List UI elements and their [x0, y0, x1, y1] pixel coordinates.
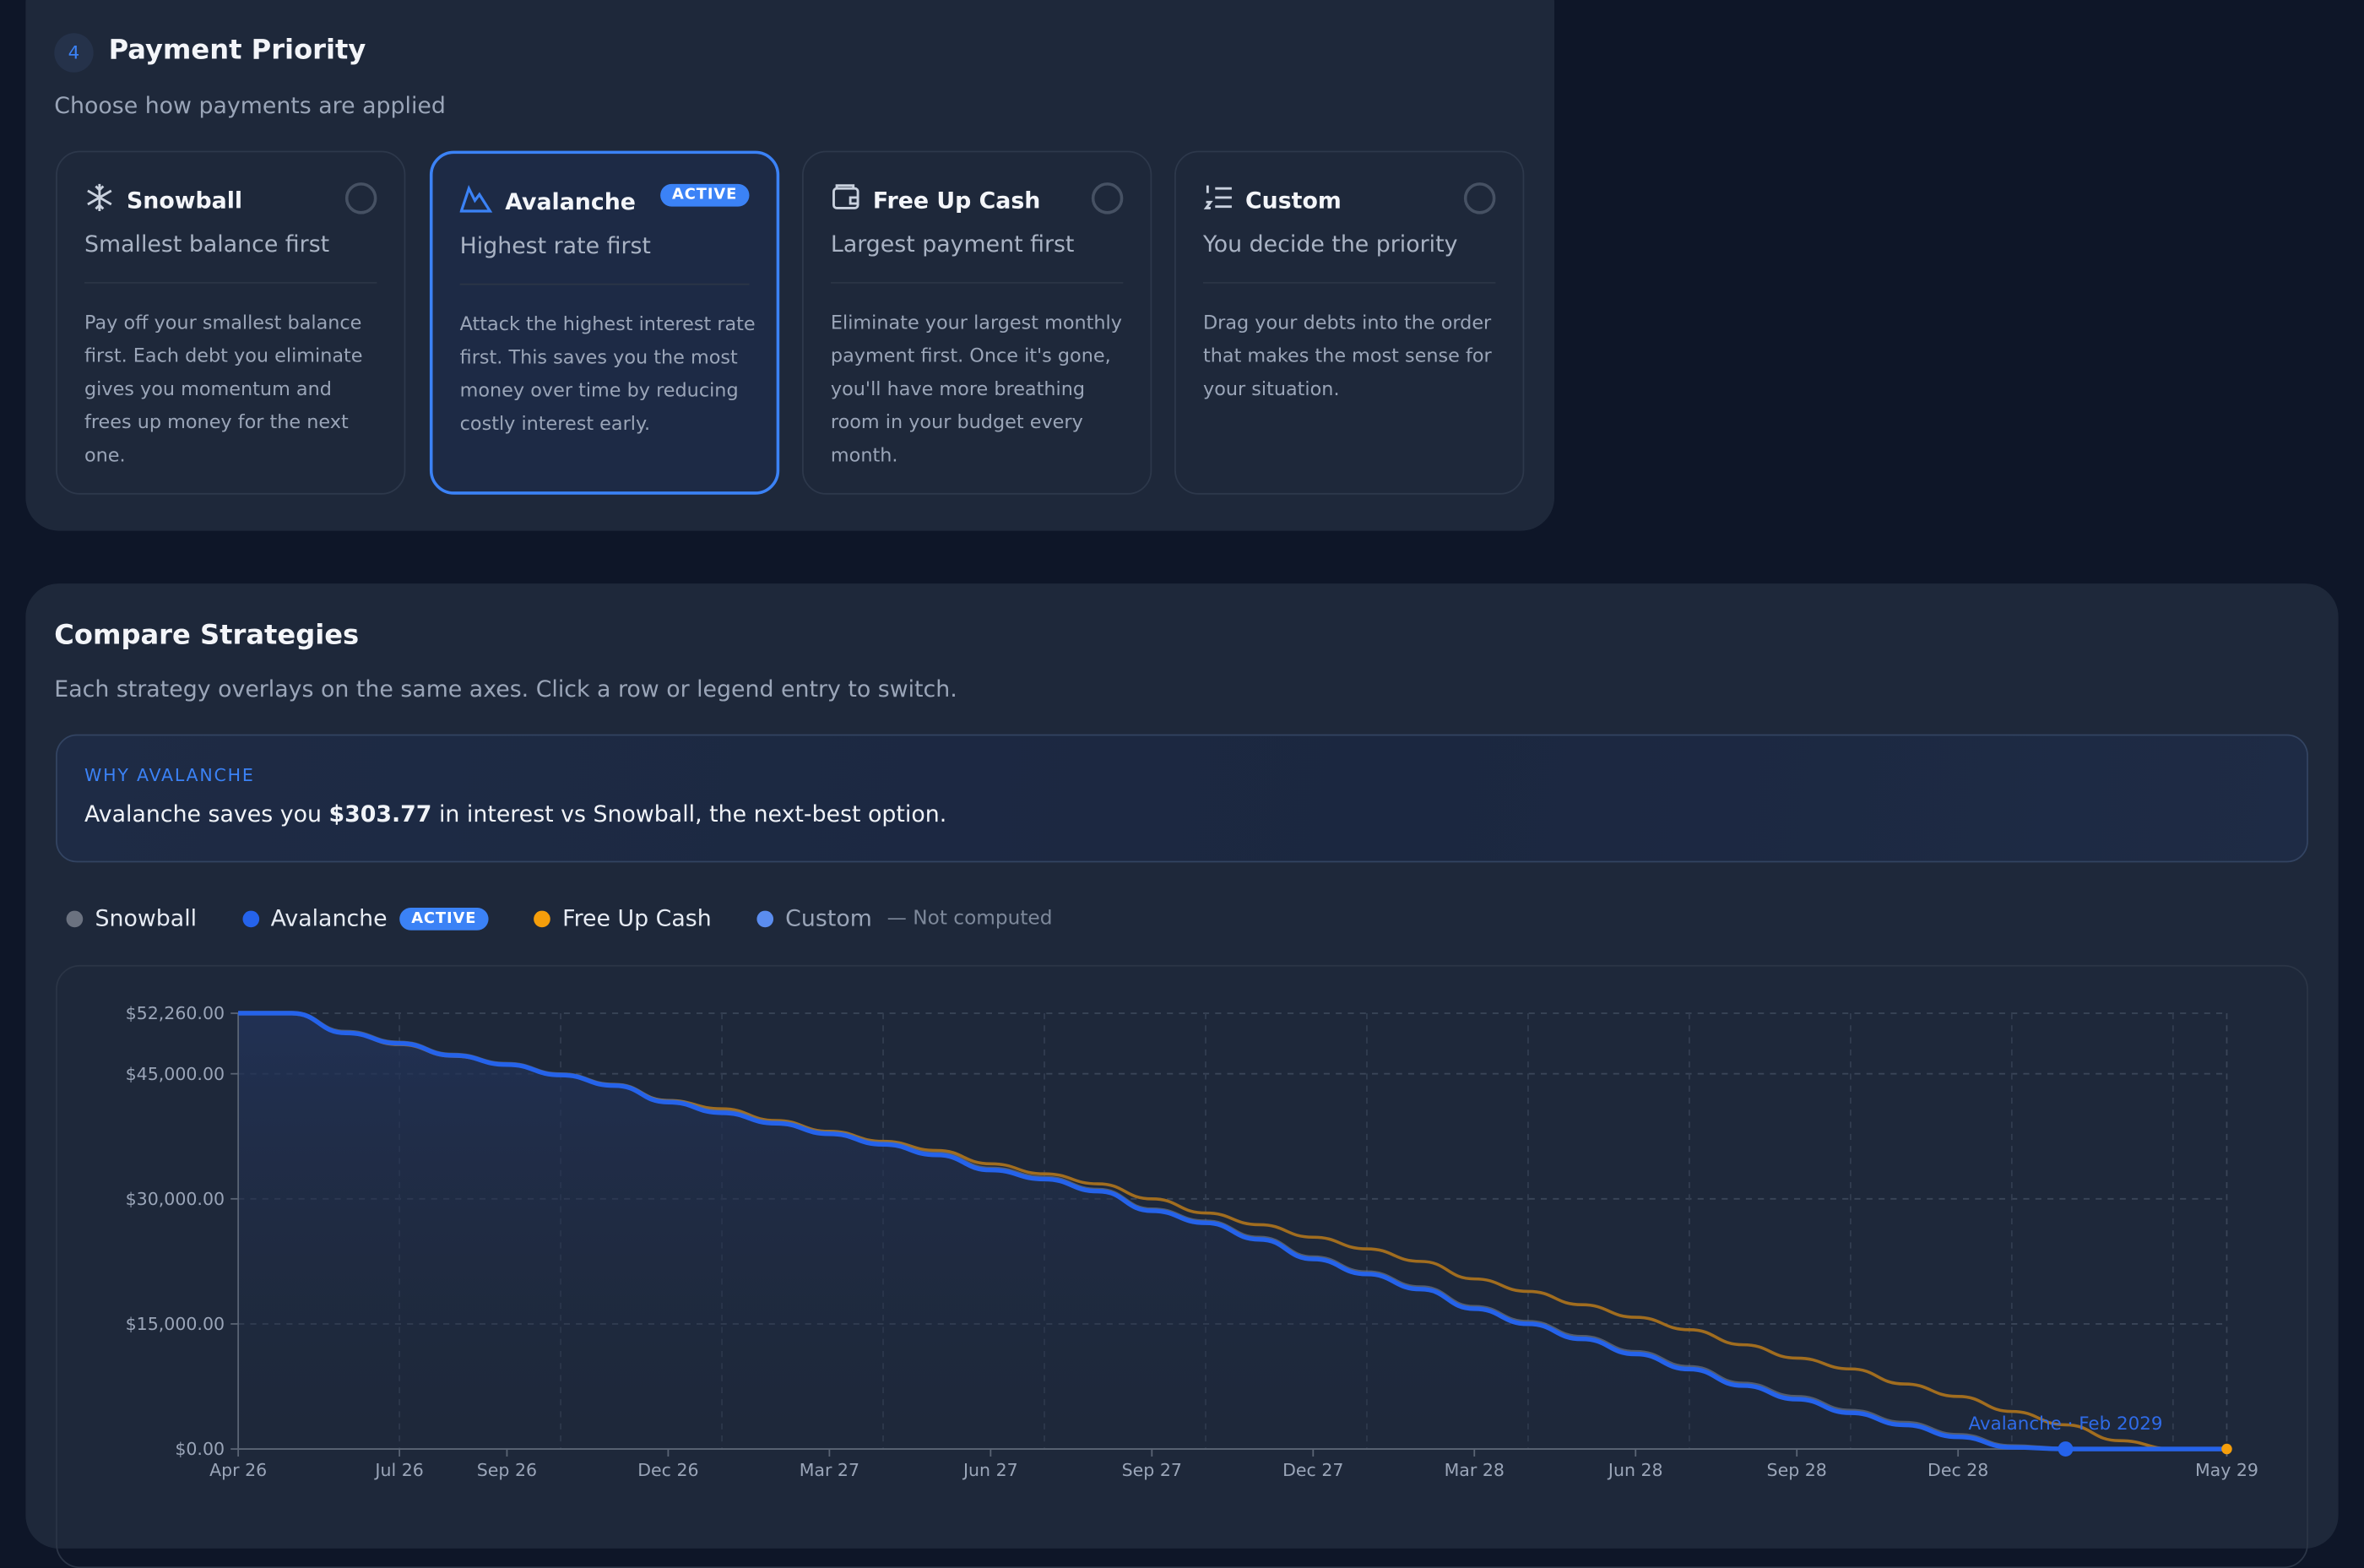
- card-title-row: Custom: [1203, 182, 1342, 219]
- x-tick-label: Sep 27: [1122, 1460, 1182, 1480]
- strategy-card-snowball[interactable]: Snowball Smallest balance first Pay off …: [56, 150, 406, 495]
- card-tagline: Highest rate first: [459, 231, 651, 260]
- card-tagline: You decide the priority: [1202, 231, 1458, 258]
- wallet-icon: [831, 182, 861, 219]
- x-tick-label: Apr 26: [209, 1460, 267, 1480]
- y-tick-label: $52,260.00: [126, 1003, 225, 1023]
- why-banner: WHY AVALANCHE Avalanche saves you $303.7…: [56, 734, 2308, 863]
- card-divider: [830, 281, 1124, 284]
- card-description: Drag your debts into the order that make…: [1202, 310, 1492, 400]
- card-title-row: Free Up Cash: [831, 182, 1040, 219]
- x-tick-label: Dec 28: [1928, 1460, 1988, 1480]
- card-divider: [84, 281, 377, 284]
- legend-label: Avalanche: [270, 904, 388, 932]
- section-subtitle: Choose how payments are applied: [54, 91, 446, 120]
- why-text-after: in interest vs Snowball, the next-best o…: [431, 800, 947, 828]
- x-tick-label: May 29: [2195, 1460, 2258, 1480]
- not-computed-note: — Not computed: [886, 907, 1053, 930]
- y-tick-label: $0.00: [175, 1439, 225, 1459]
- mountain-icon: [459, 184, 493, 220]
- custom-swatch: [756, 909, 773, 927]
- legend-snowball[interactable]: Snowball: [66, 904, 198, 932]
- card-title: Snowball: [126, 187, 243, 214]
- x-tick-label: Jun 28: [1607, 1460, 1663, 1480]
- active-badge: ACTIVE: [399, 907, 489, 930]
- strategy-radio[interactable]: [344, 182, 377, 214]
- y-tick-label: $45,000.00: [126, 1064, 225, 1084]
- card-title: Custom: [1244, 187, 1342, 214]
- payoff-annotation: Avalanche · Feb 2029: [1969, 1413, 2163, 1435]
- snowball-swatch: [66, 909, 84, 927]
- card-divider: [1202, 281, 1496, 284]
- card-description: Pay off your smallest balance first. Eac…: [84, 310, 363, 466]
- y-tick-label: $30,000.00: [126, 1189, 225, 1209]
- card-divider: [459, 283, 750, 285]
- active-badge: ACTIVE: [659, 183, 750, 207]
- card-description: Eliminate your largest monthly payment f…: [830, 310, 1122, 466]
- x-tick-label: Mar 27: [800, 1460, 859, 1480]
- balance-chart: $0.00 $15,000.00 $30,000.00 $45,000.00 $52,2…: [126, 1003, 2258, 1480]
- card-description: Attack the highest interest rate first. …: [459, 312, 756, 435]
- step-number: 4: [68, 41, 80, 63]
- card-tagline: Largest payment first: [830, 231, 1075, 258]
- compare-title: Compare Strategies: [54, 619, 360, 652]
- strategy-card-free-up-cash[interactable]: Free Up Cash Largest payment first Elimi…: [801, 150, 1152, 495]
- why-text: Avalanche saves you $303.77 in interest …: [84, 800, 946, 827]
- section-title: Payment Priority: [108, 35, 366, 67]
- x-tick-label: Jun 27: [962, 1460, 1018, 1480]
- x-tick-label: Jul 26: [373, 1460, 423, 1480]
- strategy-radio[interactable]: [1091, 182, 1124, 214]
- avalanche-swatch: [241, 909, 259, 927]
- step-badge: 4: [54, 33, 94, 73]
- x-tick-label: Sep 26: [477, 1460, 537, 1480]
- legend-label: Custom: [785, 904, 872, 932]
- card-title: Free Up Cash: [872, 187, 1041, 214]
- compare-subtitle: Each strategy overlays on the same axes.…: [54, 675, 957, 703]
- x-tick-label: Sep 28: [1767, 1460, 1827, 1480]
- chart-legend: Snowball Avalanche ACTIVE Free Up Cash Cu…: [66, 904, 1098, 932]
- free-up-cash-payoff-marker: [2221, 1443, 2232, 1455]
- card-tagline: Smallest balance first: [84, 231, 330, 258]
- avalanche-line: [238, 1011, 2227, 1451]
- legend-free-up-cash[interactable]: Free Up Cash: [534, 904, 712, 932]
- legend-avalanche[interactable]: Avalanche ACTIVE: [241, 904, 489, 932]
- strategy-radio[interactable]: [1463, 182, 1496, 214]
- legend-label: Snowball: [95, 904, 198, 932]
- card-title-row: Avalanche: [459, 184, 636, 220]
- y-tick-label: $15,000.00: [126, 1314, 225, 1334]
- snowflake-icon: [84, 182, 115, 219]
- free-up-cash-swatch: [534, 909, 550, 927]
- x-tick-label: Dec 27: [1282, 1460, 1343, 1480]
- legend-label: Free Up Cash: [562, 904, 712, 932]
- card-title-row: Snowball: [84, 182, 242, 219]
- card-title: Avalanche: [505, 188, 636, 216]
- why-label: WHY AVALANCHE: [84, 764, 255, 786]
- x-tick-label: Dec 26: [637, 1460, 698, 1480]
- savings-amount: $303.77: [328, 800, 432, 828]
- legend-custom[interactable]: Custom — Not computed: [756, 904, 1053, 932]
- avalanche-payoff-marker: [2058, 1441, 2074, 1457]
- x-tick-label: Mar 28: [1445, 1460, 1505, 1480]
- strategy-card-custom[interactable]: Custom You decide the priority Drag your…: [1174, 150, 1525, 495]
- strategy-card-avalanche[interactable]: Avalanche ACTIVE Highest rate first Atta…: [429, 150, 780, 495]
- ordered-list-icon: [1203, 182, 1234, 219]
- why-text-before: Avalanche saves you: [84, 800, 329, 828]
